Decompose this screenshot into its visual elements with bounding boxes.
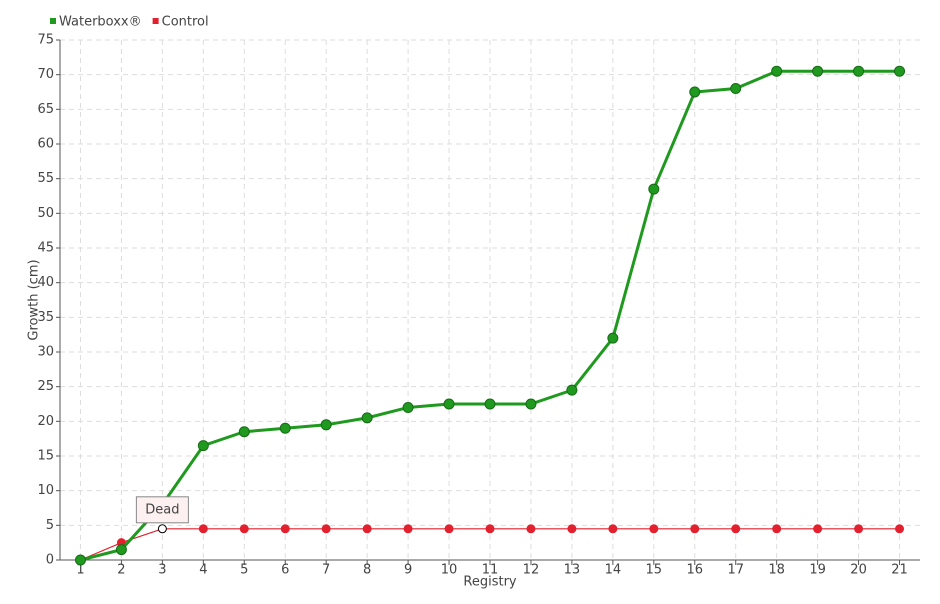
data-point bbox=[402, 401, 414, 413]
data-point bbox=[198, 524, 208, 534]
y-tick-label: 60 bbox=[37, 137, 54, 152]
data-point bbox=[894, 65, 906, 77]
data-point bbox=[853, 65, 865, 77]
data-point bbox=[525, 398, 537, 410]
x-tick-label: 17 bbox=[727, 563, 744, 578]
data-point bbox=[361, 412, 373, 424]
data-point bbox=[157, 524, 167, 534]
y-tick-label: 55 bbox=[37, 171, 54, 186]
data-point bbox=[280, 524, 290, 534]
series-line bbox=[80, 69, 900, 562]
data-point bbox=[895, 524, 905, 534]
x-tick-label: 11 bbox=[482, 563, 499, 578]
data-point bbox=[567, 524, 577, 534]
x-tick-label: 12 bbox=[523, 563, 540, 578]
x-tick-label: 16 bbox=[686, 563, 703, 578]
data-point bbox=[771, 65, 783, 77]
x-tick-label: 10 bbox=[441, 563, 458, 578]
data-point bbox=[689, 86, 701, 98]
x-tick-label: 19 bbox=[809, 563, 826, 578]
data-point bbox=[648, 183, 660, 195]
x-tick-label: 1 bbox=[76, 563, 84, 578]
data-point bbox=[443, 398, 455, 410]
x-tick-label: 18 bbox=[768, 563, 785, 578]
y-axis-label: Growth (cm) bbox=[27, 259, 42, 340]
x-tick-label: 7 bbox=[322, 563, 330, 578]
data-point bbox=[197, 440, 209, 452]
y-tick-label: 40 bbox=[37, 275, 54, 290]
x-tick-label: 5 bbox=[240, 563, 248, 578]
data-point bbox=[238, 426, 250, 438]
data-point bbox=[854, 524, 864, 534]
data-point bbox=[772, 524, 782, 534]
data-point bbox=[649, 524, 659, 534]
data-point bbox=[607, 332, 619, 344]
data-point bbox=[526, 524, 536, 534]
y-tick-label: 70 bbox=[37, 67, 54, 82]
x-tick-label: 21 bbox=[891, 563, 908, 578]
y-tick-label: 5 bbox=[46, 518, 54, 533]
data-point bbox=[403, 524, 413, 534]
x-tick-label: 8 bbox=[363, 563, 371, 578]
data-point bbox=[812, 65, 824, 77]
x-axis-label: Registry bbox=[463, 575, 517, 590]
x-tick-label: 6 bbox=[281, 563, 289, 578]
data-point bbox=[485, 524, 495, 534]
data-point bbox=[115, 544, 127, 556]
data-point bbox=[566, 384, 578, 396]
x-tick-label: 13 bbox=[564, 563, 581, 578]
data-point bbox=[813, 524, 823, 534]
data-point bbox=[608, 524, 618, 534]
y-tick-label: 75 bbox=[37, 33, 54, 48]
annotation-box bbox=[135, 496, 189, 524]
annotation-text: Dead bbox=[145, 502, 179, 517]
data-point bbox=[239, 524, 249, 534]
data-point bbox=[362, 524, 372, 534]
x-tick-label: 2 bbox=[117, 563, 125, 578]
legend-swatch bbox=[50, 18, 56, 24]
x-tick-label: 3 bbox=[158, 563, 166, 578]
y-tick-label: 0 bbox=[46, 553, 54, 568]
data-point bbox=[321, 524, 331, 534]
data-point bbox=[731, 524, 741, 534]
data-point bbox=[484, 398, 496, 410]
x-tick-label: 14 bbox=[605, 563, 622, 578]
legend-label: Control bbox=[162, 15, 209, 30]
legend-label: Waterboxx® bbox=[59, 15, 142, 30]
x-tick-label: 4 bbox=[199, 563, 207, 578]
x-tick-label: 9 bbox=[404, 563, 412, 578]
y-tick-label: 35 bbox=[37, 310, 54, 325]
legend-swatch bbox=[152, 18, 159, 24]
y-tick-label: 65 bbox=[37, 102, 54, 117]
x-tick-label: 20 bbox=[850, 563, 867, 578]
y-tick-label: 10 bbox=[37, 483, 54, 498]
y-tick-label: 50 bbox=[37, 206, 54, 221]
y-tick-label: 20 bbox=[37, 414, 54, 429]
data-point bbox=[444, 524, 454, 534]
data-point bbox=[279, 422, 291, 434]
data-point bbox=[690, 524, 700, 534]
data-point bbox=[730, 83, 742, 95]
y-tick-label: 30 bbox=[37, 345, 54, 360]
y-tick-label: 15 bbox=[37, 449, 54, 464]
y-tick-label: 45 bbox=[37, 241, 54, 256]
data-point bbox=[74, 554, 86, 566]
data-point bbox=[320, 419, 332, 431]
x-tick-label: 15 bbox=[646, 563, 663, 578]
y-tick-label: 25 bbox=[37, 379, 54, 394]
